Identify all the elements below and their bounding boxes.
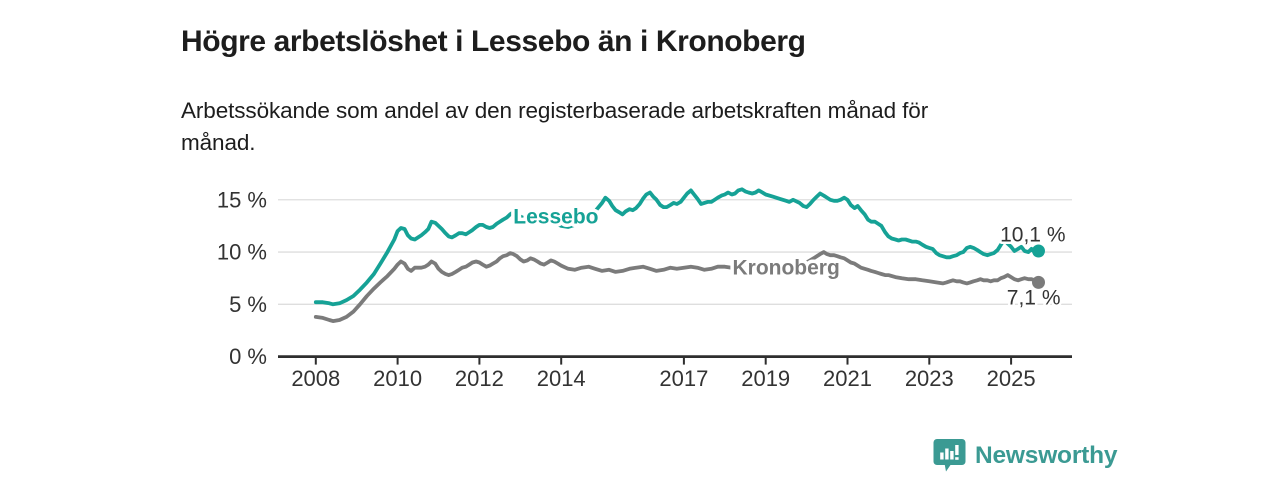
bar-chart-glyph: [940, 445, 959, 460]
series-label-lessebo: Lessebo: [513, 205, 598, 228]
y-tick-label: 0 %: [229, 344, 267, 369]
x-tick-label: 2008: [291, 366, 340, 391]
x-tick-label: 2021: [823, 366, 872, 391]
bar-chart-speech-bubble-icon: [933, 439, 966, 472]
x-tick-label: 2017: [659, 366, 708, 391]
x-tick-label: 2019: [741, 366, 790, 391]
x-tick-label: 2012: [455, 366, 504, 391]
series-line-lessebo: [313, 187, 1041, 307]
end-value-label-lessebo-halo: 10,1 %: [1000, 224, 1065, 247]
series-label-lessebo-halo: Lessebo: [513, 205, 598, 228]
series-label-kronoberg-halo: Kronoberg: [732, 257, 839, 280]
x-tick-label: 2014: [537, 366, 586, 391]
end-dot-lessebo: [1032, 244, 1046, 258]
x-tick-label: 2025: [987, 366, 1036, 391]
x-tick-label: 2010: [373, 366, 422, 391]
chart-subtitle: Arbetssökande som andel av den registerb…: [181, 97, 929, 155]
series-label-kronoberg: Kronoberg: [732, 257, 839, 280]
y-tick-label: 15 %: [217, 187, 267, 212]
newsworthy-logo[interactable]: Newsworthy: [933, 438, 1118, 478]
end-value-label-kronoberg-halo: 7,1 %: [1007, 286, 1061, 309]
end-value-label-lessebo: 10,1 %: [1000, 224, 1065, 247]
series-line-kronoberg: [313, 250, 1041, 324]
newsworthy-logo-icon: [933, 438, 966, 478]
end-value-label-kronoberg: 7,1 %: [1007, 286, 1061, 309]
y-tick-label: 10 %: [217, 240, 267, 265]
end-dot-kronoberg: [1032, 275, 1046, 289]
chart-title: Högre arbetslöshet i Lessebo än i Kronob…: [181, 25, 806, 59]
y-tick-label: 5 %: [229, 292, 267, 317]
newsworthy-logo-text: Newsworthy: [975, 442, 1118, 469]
x-tick-label: 2023: [905, 366, 954, 391]
